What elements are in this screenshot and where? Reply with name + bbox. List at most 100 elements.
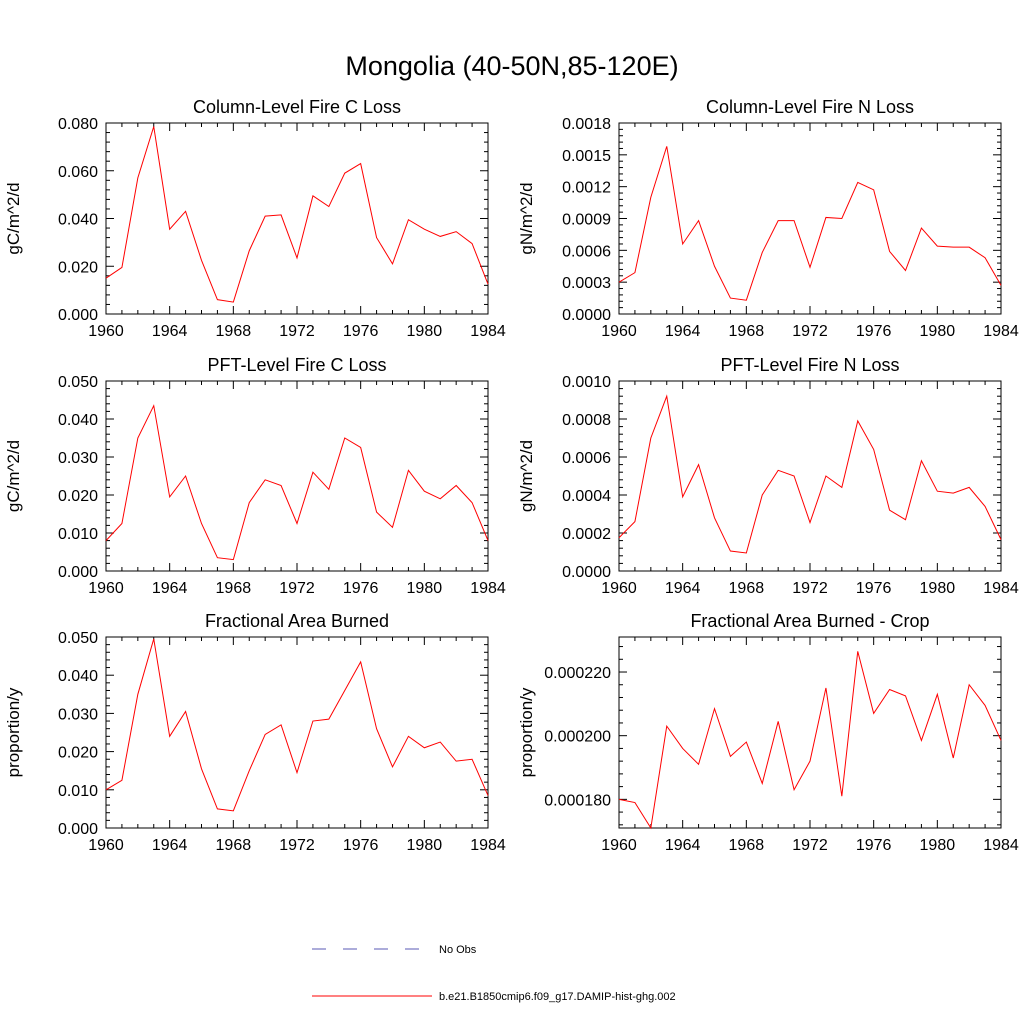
x-tick-label: 1984 <box>470 323 506 340</box>
y-tick-label: 0.010 <box>58 526 98 543</box>
y-tick-label: 0.000200 <box>544 729 611 746</box>
panel-title: PFT-Level Fire C Loss <box>207 355 386 375</box>
x-tick-label: 1960 <box>601 837 637 854</box>
plot-frame <box>618 636 1002 829</box>
x-tick-label: 1968 <box>729 323 765 340</box>
x-tick-label: 1960 <box>601 580 637 597</box>
y-tick-label: 0.030 <box>58 450 98 467</box>
x-tick-label: 1980 <box>920 323 956 340</box>
series-line-1 <box>618 146 1002 301</box>
chart-panel-2: Column-Level Fire N Loss gN/m^2/d 1960 1964… <box>517 97 1019 340</box>
y-axis-label: proportion/y <box>517 687 536 777</box>
x-tick-label: 1964 <box>152 837 188 854</box>
y-tick-label: 0.000 <box>58 307 98 324</box>
y-tick-label: 0.030 <box>58 706 98 723</box>
plot-frame <box>105 122 489 315</box>
y-tick-label: 0.0015 <box>562 148 611 165</box>
y-tick-label: 0.000 <box>58 821 98 838</box>
y-tick-label: 0.040 <box>58 412 98 429</box>
x-tick-label: 1960 <box>88 837 124 854</box>
y-axis-label: gC/m^2/d <box>4 440 23 512</box>
chart-panel-3: PFT-Level Fire C Loss gC/m^2/d 1960 1964 196… <box>4 355 506 597</box>
y-tick-label: 0.050 <box>58 630 98 647</box>
y-tick-label: 0.000180 <box>544 792 611 809</box>
x-tick-label: 1964 <box>665 580 701 597</box>
y-tick-label: 0.0000 <box>562 564 611 581</box>
x-tick-label: 1980 <box>920 837 956 854</box>
y-tick-label: 0.0003 <box>562 275 611 292</box>
series-line-1 <box>105 404 489 561</box>
panel-title: Column-Level Fire C Loss <box>193 97 401 117</box>
y-tick-label: 0.020 <box>58 488 98 505</box>
x-tick-label: 1968 <box>216 323 252 340</box>
y-tick-label: 0.020 <box>58 259 98 276</box>
y-tick-label: 0.0004 <box>562 488 611 505</box>
plot-frame <box>105 636 489 829</box>
y-axis-label: gN/m^2/d <box>517 182 536 254</box>
y-tick-label: 0.0008 <box>562 412 611 429</box>
series-line-1 <box>618 394 1002 554</box>
x-tick-label: 1976 <box>343 580 379 597</box>
y-tick-label: 0.0000 <box>562 307 611 324</box>
x-tick-label: 1976 <box>856 580 892 597</box>
x-tick-label: 1980 <box>407 323 443 340</box>
legend: No Obs b.e21.B1850cmip6.f09_g17.DAMIP-his… <box>312 944 676 1003</box>
y-tick-label: 0.000 <box>58 564 98 581</box>
figure-title: Mongolia (40-50N,85-120E) <box>345 51 678 81</box>
x-tick-label: 1972 <box>792 580 828 597</box>
plot-frame <box>105 380 489 572</box>
legend-item-1: No Obs <box>312 944 477 956</box>
y-tick-label: 0.000220 <box>544 665 611 682</box>
x-tick-label: 1980 <box>920 580 956 597</box>
y-tick-label: 0.0002 <box>562 526 611 543</box>
y-tick-label: 0.020 <box>58 745 98 762</box>
y-tick-label: 0.0006 <box>562 243 611 260</box>
panels: Column-Level Fire C Loss gC/m^2/d 1960 1964… <box>4 97 1019 854</box>
y-axis-label: proportion/y <box>4 687 23 777</box>
panel-title: Fractional Area Burned - Crop <box>690 611 929 631</box>
x-tick-label: 1984 <box>983 323 1019 340</box>
x-tick-label: 1968 <box>216 580 252 597</box>
x-tick-label: 1976 <box>343 837 379 854</box>
y-tick-label: 0.0018 <box>562 116 611 133</box>
y-tick-label: 0.080 <box>58 116 98 133</box>
x-tick-label: 1972 <box>279 837 315 854</box>
x-tick-label: 1964 <box>152 323 188 340</box>
x-tick-label: 1968 <box>729 580 765 597</box>
x-tick-label: 1960 <box>601 323 637 340</box>
x-tick-label: 1964 <box>152 580 188 597</box>
y-tick-label: 0.060 <box>58 164 98 181</box>
chart-panel-6: Fractional Area Burned - Crop proportion/… <box>517 611 1019 854</box>
y-tick-label: 0.0012 <box>562 180 611 197</box>
x-tick-label: 1972 <box>792 323 828 340</box>
y-tick-label: 0.050 <box>58 374 98 391</box>
legend-item-2: b.e21.B1850cmip6.f09_g17.DAMIP-hist-ghg.… <box>312 991 676 1003</box>
y-tick-label: 0.010 <box>58 783 98 800</box>
chart-panel-4: PFT-Level Fire N Loss gN/m^2/d 1960 1964 196… <box>517 355 1019 597</box>
x-tick-label: 1964 <box>665 323 701 340</box>
x-tick-label: 1976 <box>856 323 892 340</box>
series-line-1 <box>105 126 489 303</box>
x-tick-label: 1984 <box>470 580 506 597</box>
y-tick-label: 0.040 <box>58 668 98 685</box>
x-tick-label: 1972 <box>279 580 315 597</box>
legend-label: No Obs <box>439 944 477 956</box>
x-tick-label: 1984 <box>983 580 1019 597</box>
x-tick-label: 1960 <box>88 580 124 597</box>
x-tick-label: 1980 <box>407 837 443 854</box>
x-tick-label: 1976 <box>856 837 892 854</box>
y-axis-label: gN/m^2/d <box>517 440 536 512</box>
y-tick-label: 0.0010 <box>562 374 611 391</box>
y-tick-label: 0.040 <box>58 212 98 229</box>
x-tick-label: 1972 <box>279 323 315 340</box>
x-tick-label: 1968 <box>216 837 252 854</box>
legend-label: b.e21.B1850cmip6.f09_g17.DAMIP-hist-ghg.… <box>439 991 676 1003</box>
plot-frame <box>618 380 1002 572</box>
y-axis-label: gC/m^2/d <box>4 182 23 254</box>
panel-title: PFT-Level Fire N Loss <box>720 355 899 375</box>
y-tick-label: 0.0006 <box>562 450 611 467</box>
panel-title: Column-Level Fire N Loss <box>706 97 914 117</box>
x-tick-label: 1984 <box>983 837 1019 854</box>
chart-panel-5: Fractional Area Burned proportion/y 1960 19… <box>4 611 506 854</box>
